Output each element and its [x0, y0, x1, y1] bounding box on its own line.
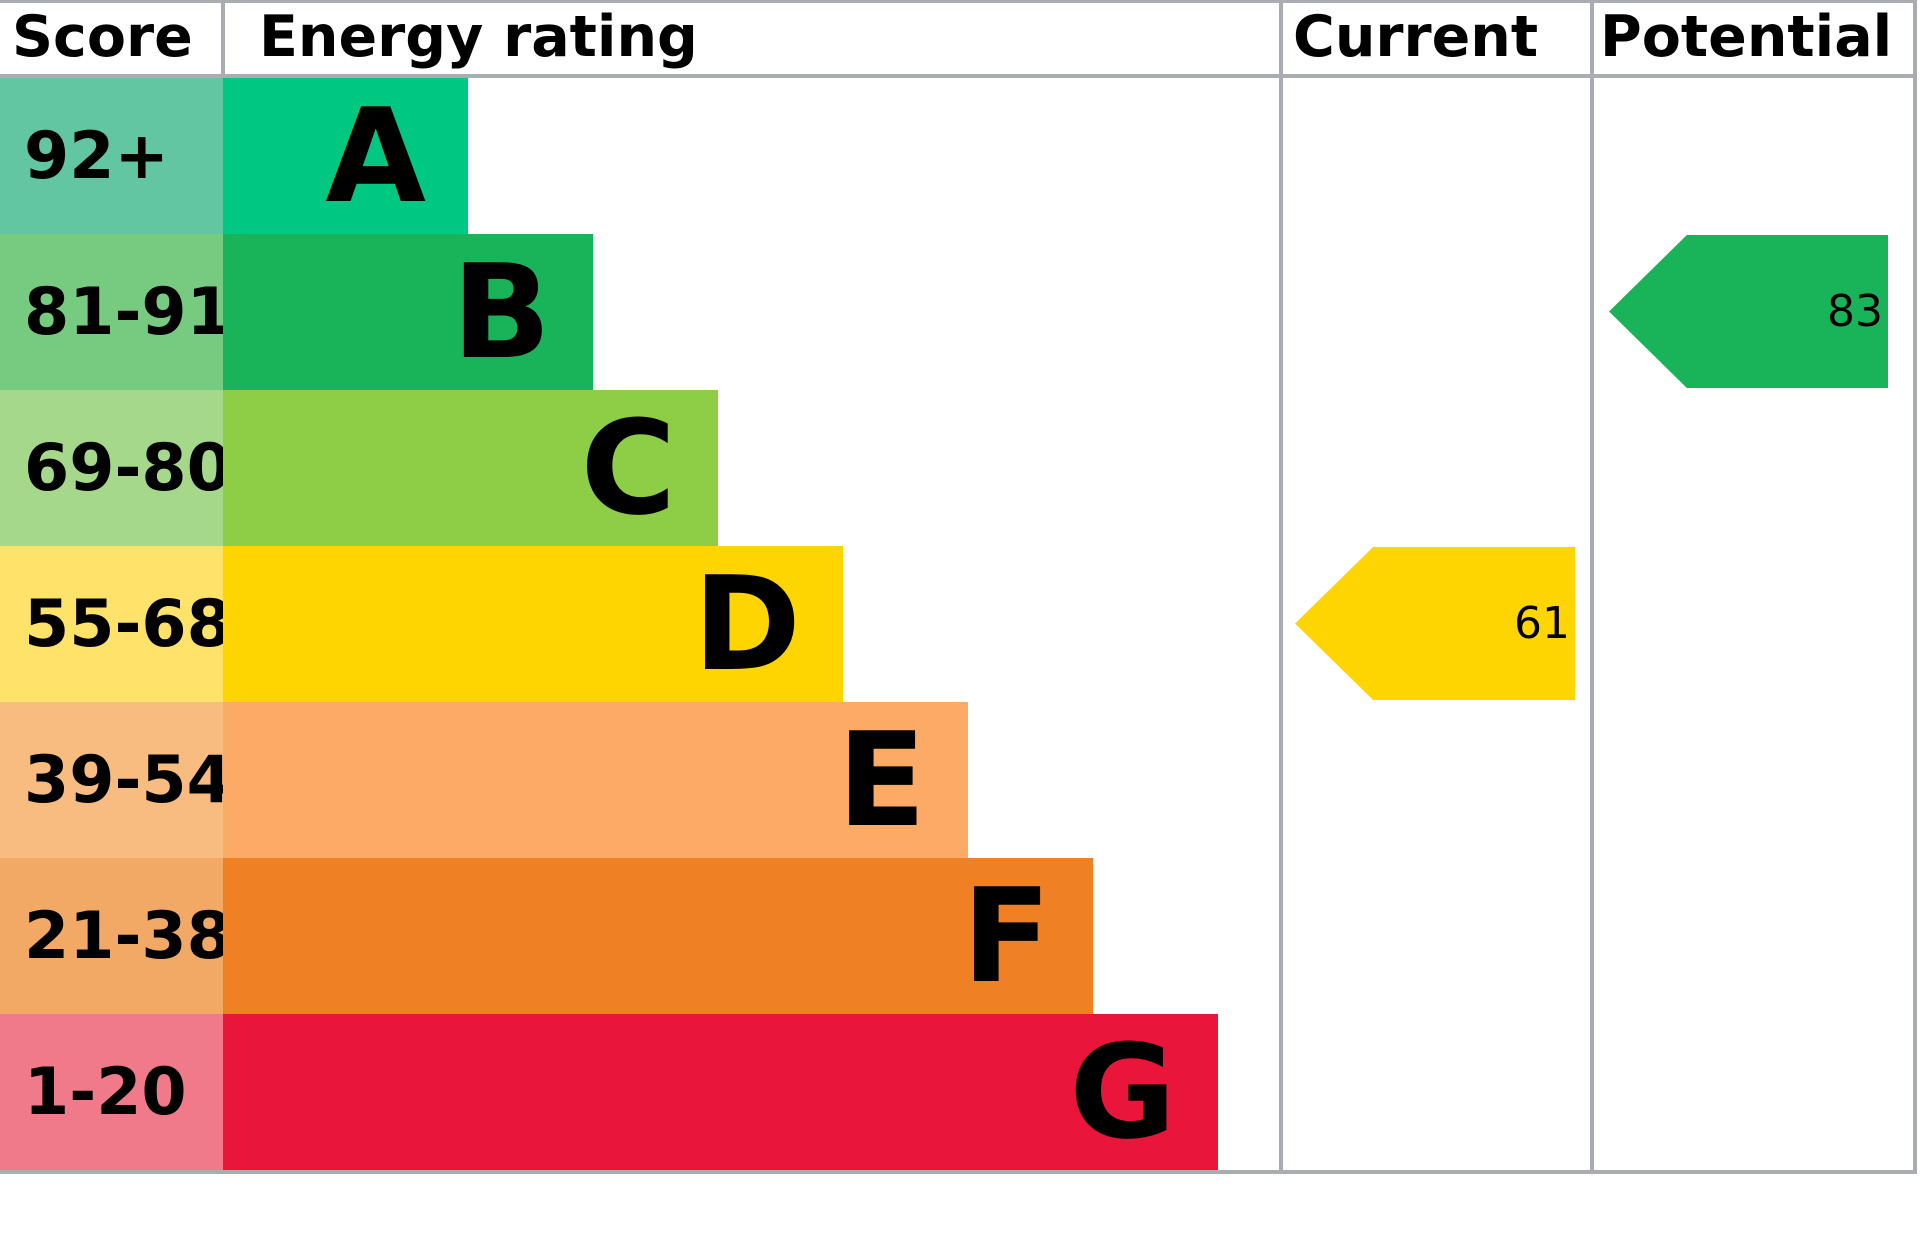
potential-rating-arrow: 83 — [1609, 235, 1888, 388]
score-range-label: 1-20 — [24, 1054, 187, 1130]
score-range-cell: 81-91 — [0, 234, 232, 390]
score-range-label: 81-91 — [24, 274, 232, 350]
score-range-label: 39-54 — [24, 742, 232, 818]
current-rating-arrow: 61 — [1295, 547, 1575, 700]
potential-column-left-border — [1590, 0, 1594, 1170]
score-range-cell: 55-68 — [0, 546, 232, 702]
rating-bar-c: C — [223, 390, 718, 546]
score-column-header: Score — [0, 0, 221, 74]
current-rating-value: 61 — [1514, 598, 1570, 649]
band-row-b: 81-91 B — [0, 234, 1279, 390]
score-range-label: 92+ — [24, 118, 169, 194]
score-column-divider — [221, 0, 225, 74]
table-right-border — [1913, 0, 1917, 1170]
header-bottom-border — [0, 74, 1917, 78]
table-bottom-border — [0, 1170, 1917, 1174]
band-row-e: 39-54 E — [0, 702, 1279, 858]
score-range-cell: 1-20 — [0, 1014, 223, 1170]
rating-letter: E — [837, 704, 926, 856]
band-rows: 92+ A 81-91 B 69-80 C 55-68 — [0, 78, 1279, 1170]
rating-letter: A — [325, 80, 426, 232]
rating-bar-f: F — [223, 858, 1093, 1014]
rating-letter: D — [693, 548, 801, 700]
rating-bar-e: E — [223, 702, 968, 858]
score-range-cell: 69-80 — [0, 390, 232, 546]
score-range-cell: 21-38 — [0, 858, 232, 1014]
score-range-label: 21-38 — [24, 898, 232, 974]
energy-rating-column-header: Energy rating — [225, 0, 1279, 74]
potential-column-header: Potential — [1594, 0, 1913, 74]
band-row-g: 1-20 G — [0, 1014, 1279, 1170]
rating-bar-b: B — [223, 234, 593, 390]
table-top-border — [0, 0, 1917, 3]
rating-letter: C — [580, 392, 676, 544]
rating-bar-d: D — [223, 546, 843, 702]
score-range-label: 55-68 — [24, 586, 232, 662]
score-range-label: 69-80 — [24, 430, 232, 506]
rating-letter: F — [962, 860, 1051, 1012]
band-row-a: 92+ A — [0, 78, 1279, 234]
band-row-d: 55-68 D — [0, 546, 1279, 702]
band-row-c: 69-80 C — [0, 390, 1279, 546]
rating-letter: B — [451, 236, 551, 388]
current-column-header: Current — [1283, 0, 1590, 74]
potential-rating-value: 83 — [1827, 286, 1883, 337]
current-column-left-border — [1279, 0, 1283, 1170]
rating-bar-g: G — [223, 1014, 1218, 1170]
band-row-f: 21-38 F — [0, 858, 1279, 1014]
rating-letter: G — [1069, 1016, 1176, 1168]
score-range-cell: 92+ — [0, 78, 223, 234]
score-range-cell: 39-54 — [0, 702, 232, 858]
rating-bar-a: A — [223, 78, 468, 234]
